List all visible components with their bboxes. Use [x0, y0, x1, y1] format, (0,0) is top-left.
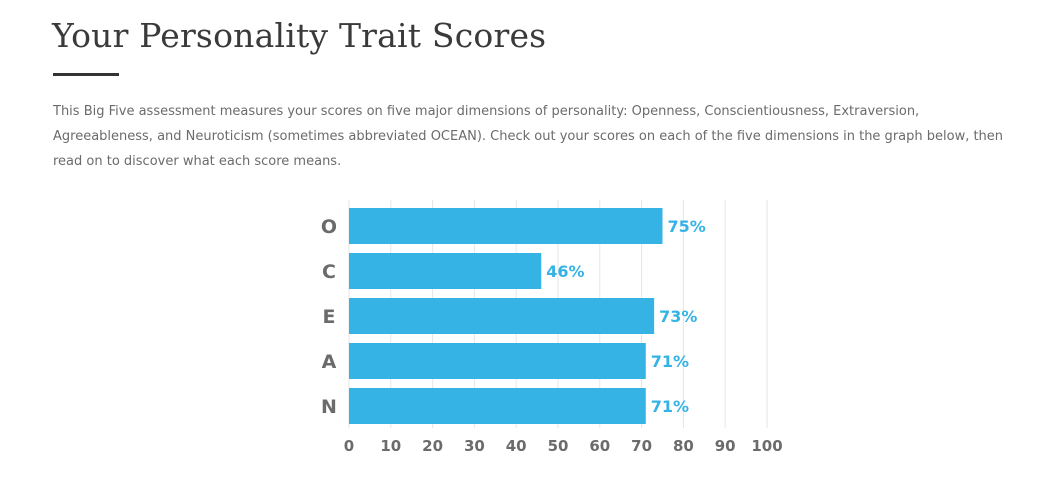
intro-paragraph: This Big Five assessment measures your s…	[53, 104, 1004, 169]
title-underline	[53, 73, 119, 76]
category-label: C	[322, 261, 336, 283]
data-label: 46%	[546, 262, 584, 281]
x-tick-label: 20	[422, 437, 443, 455]
category-label: O	[321, 216, 337, 238]
x-tick-label: 100	[751, 437, 782, 455]
category-label: E	[323, 306, 336, 328]
data-label: 75%	[668, 217, 706, 236]
data-label: 73%	[659, 307, 697, 326]
x-tick-label: 0	[344, 437, 354, 455]
bar	[349, 343, 646, 379]
bar	[349, 298, 655, 334]
bar	[349, 208, 663, 244]
x-tick-label: 10	[380, 437, 401, 455]
x-tick-label: 30	[464, 437, 485, 455]
bar	[349, 388, 646, 424]
category-label: A	[322, 351, 337, 373]
category-label: N	[321, 396, 337, 418]
x-tick-label: 50	[548, 437, 569, 455]
x-tick-label: 60	[589, 437, 610, 455]
data-label: 71%	[651, 397, 689, 416]
x-tick-label: 80	[673, 437, 694, 455]
x-tick-label: 40	[506, 437, 527, 455]
page-title: Your Personality Trait Scores	[52, 16, 547, 55]
data-label: 71%	[651, 352, 689, 371]
x-tick-label: 70	[631, 437, 652, 455]
bar	[349, 253, 542, 289]
x-tick-label: 90	[715, 437, 736, 455]
